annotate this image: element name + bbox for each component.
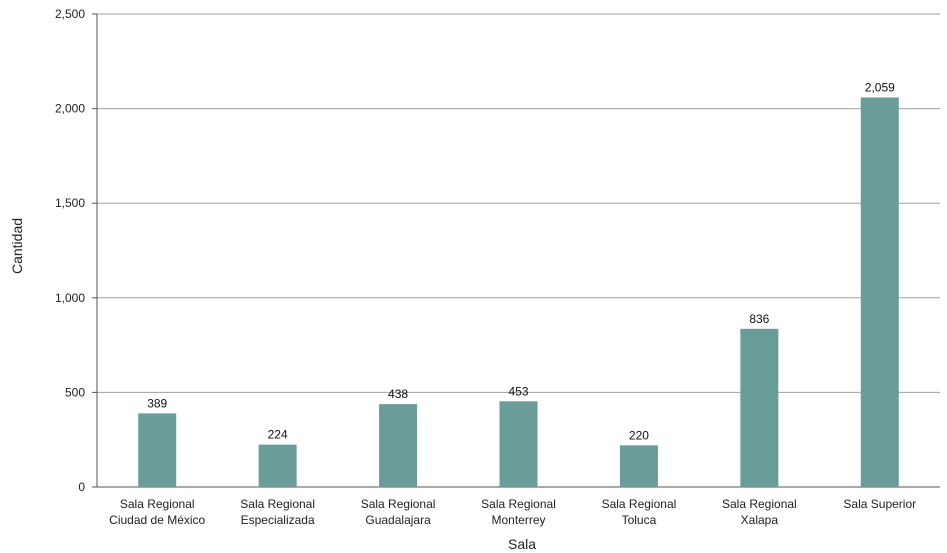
x-tick-label-line: Monterrey	[491, 513, 545, 527]
data-label: 438	[388, 387, 408, 401]
y-axis-title: Cantidad	[9, 218, 25, 274]
data-label: 453	[508, 384, 528, 398]
y-tick-label: 500	[65, 385, 85, 399]
x-tick-label-line: Guadalajara	[365, 513, 431, 527]
x-tick-label: Sala Regional Especializada	[240, 497, 315, 527]
x-tick-label-line: Sala Superior	[843, 497, 916, 511]
x-tick-label-line: Xalapa	[741, 513, 779, 527]
bar	[379, 404, 418, 487]
bar	[740, 328, 779, 487]
data-labels: 389 224 438 453 220 836 2,059	[147, 80, 895, 442]
bar	[138, 413, 177, 487]
data-label: 836	[749, 312, 769, 326]
y-tick-label: 2,500	[55, 7, 85, 21]
gridlines	[97, 13, 940, 393]
x-axis-title: Sala	[508, 536, 536, 552]
x-tick-label-line: Sala Regional	[602, 497, 677, 511]
bar	[619, 445, 658, 487]
data-label: 224	[268, 428, 288, 442]
y-tick-label: 1,500	[55, 196, 85, 210]
x-tick-label-line: Especializada	[241, 513, 315, 527]
y-tick-labels: 0 500 1,000 1,500 2,000 2,500	[55, 7, 85, 494]
bar	[258, 444, 297, 487]
x-tick-label: Sala Superior	[843, 497, 916, 511]
x-tick-label-line: Sala Regional	[240, 497, 315, 511]
x-tick-label-line: Sala Regional	[361, 497, 436, 511]
x-tick-label: Sala Regional Ciudad de México	[109, 497, 205, 527]
bar	[860, 97, 899, 488]
y-tick-label: 2,000	[55, 102, 85, 116]
x-tick-label-line: Sala Regional	[722, 497, 797, 511]
data-label: 220	[629, 428, 649, 442]
x-tick-label-line: Sala Regional	[481, 497, 556, 511]
bars	[138, 97, 899, 488]
x-tick-label-line: Ciudad de México	[109, 513, 205, 527]
x-tick-label-line: Sala Regional	[120, 497, 195, 511]
x-tick-label: Sala Regional Toluca	[602, 497, 677, 527]
x-tick-label-line: Toluca	[622, 513, 657, 527]
data-label: 389	[147, 396, 167, 410]
x-tick-label: Sala Regional Monterrey	[481, 497, 556, 527]
bar	[499, 401, 538, 487]
x-tick-label: Sala Regional Xalapa	[722, 497, 797, 527]
y-tick-label: 0	[78, 480, 85, 494]
data-label: 2,059	[865, 80, 895, 94]
x-tick-label: Sala Regional Guadalajara	[361, 497, 436, 527]
y-tick-label: 1,000	[55, 291, 85, 305]
